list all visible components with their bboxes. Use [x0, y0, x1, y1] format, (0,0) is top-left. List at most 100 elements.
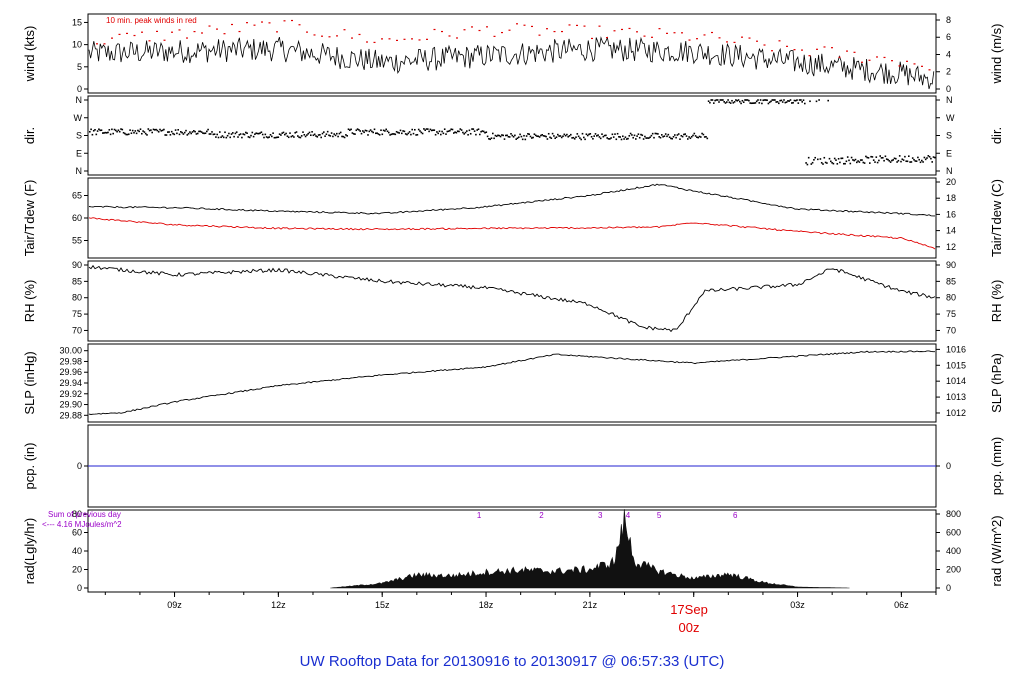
direction-point — [677, 133, 680, 135]
direction-point — [718, 101, 720, 103]
direction-point — [264, 133, 267, 136]
peak-wind-mark — [621, 28, 623, 31]
peak-wind-mark — [703, 34, 706, 36]
direction-point — [503, 138, 506, 140]
direction-point — [118, 130, 121, 133]
direction-point — [931, 161, 933, 163]
direction-point — [670, 137, 672, 140]
hour-mark-label: 3 — [598, 511, 603, 520]
direction-point — [603, 134, 606, 137]
direction-point — [680, 134, 683, 137]
direction-point — [531, 137, 533, 139]
direction-point — [525, 135, 528, 137]
direction-point — [537, 135, 540, 138]
peak-wind-mark — [141, 31, 143, 33]
hour-mark-label: 1 — [477, 511, 482, 520]
direction-point — [761, 102, 763, 105]
direction-point — [436, 131, 438, 133]
direction-point — [403, 130, 406, 133]
direction-point — [300, 135, 303, 137]
direction-point — [489, 138, 491, 141]
right-tick-label: 600 — [946, 528, 961, 538]
direction-point — [364, 129, 367, 132]
direction-point — [919, 161, 922, 164]
direction-point — [96, 130, 99, 132]
direction-point — [908, 155, 910, 157]
direction-point — [685, 135, 688, 137]
right-tick-label: 14 — [946, 226, 956, 236]
direction-point — [710, 99, 712, 101]
direction-point — [642, 138, 645, 140]
direction-point — [568, 135, 571, 137]
direction-point — [590, 135, 593, 138]
tair-series-line — [88, 183, 935, 217]
direction-point — [384, 130, 386, 132]
direction-point — [182, 133, 185, 135]
direction-point — [772, 99, 775, 101]
direction-point — [792, 101, 794, 104]
direction-point — [126, 133, 129, 136]
direction-point — [719, 99, 722, 101]
direction-point — [450, 128, 452, 131]
direction-point — [170, 130, 173, 133]
peak-wind-mark — [223, 33, 226, 35]
direction-point — [928, 155, 931, 158]
direction-point — [510, 133, 512, 135]
direction-point — [442, 132, 445, 135]
direction-point — [346, 135, 348, 137]
left-tick-label: 0 — [77, 84, 82, 94]
direction-point — [759, 99, 762, 101]
peak-wind-mark — [358, 33, 361, 36]
direction-point — [427, 128, 429, 130]
direction-point — [872, 159, 875, 161]
direction-point — [451, 128, 454, 131]
direction-point — [545, 135, 547, 138]
direction-point — [540, 134, 542, 137]
direction-point — [843, 162, 845, 165]
right-tick-label: 400 — [946, 546, 961, 556]
direction-point — [896, 161, 898, 163]
direction-point — [297, 135, 299, 137]
direction-point — [128, 133, 130, 136]
peak-wind-mark — [486, 26, 488, 28]
direction-point — [596, 135, 598, 137]
direction-point — [753, 102, 755, 104]
direction-point — [594, 133, 597, 135]
direction-point — [700, 136, 702, 138]
direction-point — [492, 132, 494, 135]
direction-point — [316, 136, 319, 138]
direction-point — [744, 99, 746, 101]
direction-point — [412, 132, 415, 135]
direction-point — [393, 133, 395, 135]
left-tick-label: 30.00 — [59, 346, 82, 356]
direction-point — [805, 162, 807, 164]
direction-point — [230, 133, 233, 135]
direction-point — [493, 137, 495, 140]
direction-point — [245, 131, 247, 134]
direction-point — [597, 134, 599, 136]
left-axis-label: wind (kts) — [22, 26, 37, 83]
direction-point — [849, 162, 852, 165]
right-axis-label: rad (W/m^2) — [989, 515, 1004, 586]
direction-point — [329, 135, 332, 137]
direction-point — [544, 135, 546, 137]
direction-point — [508, 136, 511, 138]
direction-point — [918, 158, 920, 161]
direction-point — [307, 132, 309, 135]
direction-point — [342, 135, 345, 138]
left-tick-label: 90 — [72, 260, 82, 270]
peak-wind-mark — [276, 31, 278, 33]
peak-wind-mark — [193, 30, 196, 33]
direction-point — [646, 137, 649, 139]
direction-point — [836, 163, 839, 165]
direction-point — [917, 156, 919, 159]
direction-point — [185, 129, 187, 132]
peak-wind-mark — [553, 30, 556, 33]
right-tick-label: W — [946, 113, 955, 123]
direction-point — [601, 133, 603, 135]
direction-point — [615, 138, 618, 141]
direction-point — [229, 136, 231, 139]
direction-point — [194, 130, 196, 133]
direction-point — [766, 99, 768, 102]
direction-point — [811, 161, 814, 164]
